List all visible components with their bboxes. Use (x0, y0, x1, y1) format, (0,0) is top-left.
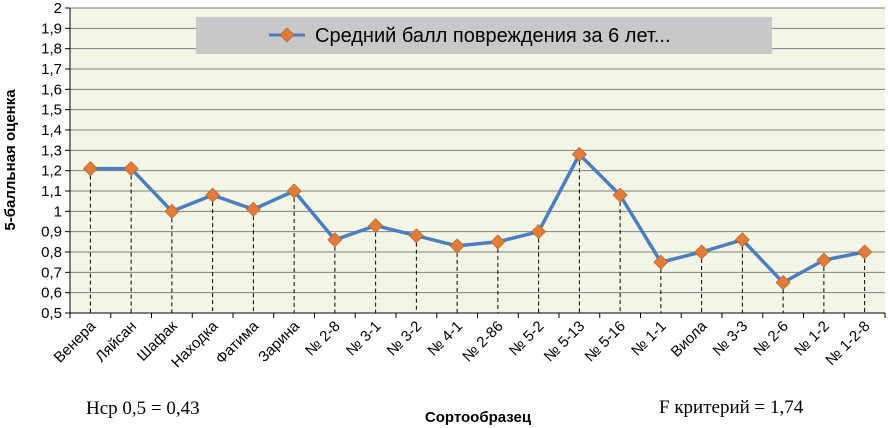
y-tick-label: 0,9 (41, 224, 62, 241)
x-tick-label: Фатима (212, 317, 262, 367)
data-point-marker (123, 161, 139, 177)
x-tick-label: № 5-13 (541, 318, 589, 366)
data-point-marker (775, 275, 791, 290)
data-point-marker (205, 187, 221, 203)
x-tick-label: № 3-3 (710, 318, 752, 360)
y-tick-label: 1,3 (41, 142, 62, 159)
x-tick-label: № 3-1 (343, 318, 385, 360)
data-point-marker (82, 161, 98, 177)
y-tick-label: 0,5 (41, 305, 62, 322)
data-point-marker (816, 252, 832, 268)
data-point-marker (164, 203, 180, 219)
legend-label: Средний балл повреждения за 6 лет... (315, 25, 671, 47)
x-tick-label: Венера (51, 317, 100, 366)
f-criterion-note: F критерий = 1,74 (659, 397, 804, 418)
data-point-marker (490, 234, 506, 250)
y-tick-label: 1,4 (41, 122, 62, 139)
data-point-marker (653, 254, 669, 270)
data-point-marker (694, 244, 710, 260)
y-tick-label: 2 (54, 0, 62, 17)
y-tick-label: 1,8 (41, 41, 62, 58)
x-tick-label: № 2-6 (750, 318, 792, 360)
y-axis-label: 5-балльная оценка (2, 89, 19, 231)
data-point-marker (612, 187, 628, 203)
data-point-marker (286, 183, 302, 199)
x-tick-label: № 2-8 (302, 318, 344, 360)
data-point-marker (408, 228, 424, 244)
data-point-marker (531, 224, 547, 240)
y-tick-label: 1 (54, 203, 62, 220)
x-tick-label: Виола (668, 317, 711, 360)
x-tick-label: Зарина (255, 317, 303, 365)
x-tick-label: № 1-1 (628, 318, 670, 360)
y-tick-label: 1,9 (41, 20, 62, 37)
plot-area-background (70, 8, 885, 313)
y-tick-label: 0,7 (41, 264, 62, 281)
y-tick-label: 1,7 (41, 61, 62, 78)
legend-marker-swatch (279, 27, 295, 43)
x-tick-label: Ляйсан (92, 318, 140, 366)
y-tick-label: 0,8 (41, 244, 62, 261)
y-tick-label: 1,6 (41, 81, 62, 98)
x-tick-label: № 2-86 (459, 318, 507, 366)
data-point-marker (245, 201, 261, 217)
data-point-marker (734, 232, 750, 248)
series-layer (82, 146, 873, 290)
y-tick-label: 0,6 (41, 285, 62, 302)
x-tick-label: № 3-2 (384, 318, 426, 360)
x-tick-label: № 5-16 (581, 318, 629, 366)
y-tick-labels: 0,5 0,6 0,7 0,8 0,9 1 1,1 1,2 1,3 1,4 1,5 1,6 1,7 1,8… (41, 0, 70, 322)
y-tick-label: 1,1 (41, 183, 62, 200)
x-tick-label: № 1-2-8 (822, 318, 873, 369)
y-tick-label: 1,5 (41, 102, 62, 119)
drop-lines (89, 154, 866, 313)
data-point-marker (571, 146, 587, 162)
y-tick-label: 1,2 (41, 163, 62, 180)
series-line (90, 152, 865, 285)
data-point-marker (857, 244, 873, 260)
lsd-note: Нср 0,5 = 0,43 (86, 398, 200, 419)
x-axis-label: Сортообразец (425, 409, 532, 426)
data-point-marker (327, 232, 343, 248)
data-point-marker (449, 238, 465, 254)
data-point-marker (368, 218, 384, 234)
legend: Средний балл повреждения за 6 лет... (196, 17, 772, 54)
axes (69, 8, 886, 318)
